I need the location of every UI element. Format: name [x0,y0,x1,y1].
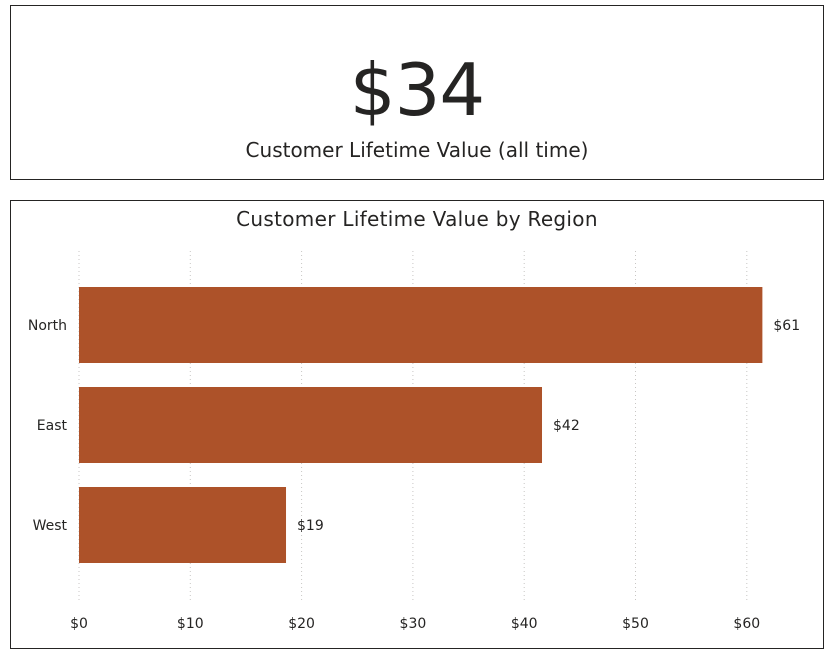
data-label: $19 [297,518,324,534]
category-label: North [28,318,67,334]
kpi-value: $34 [349,48,485,132]
bar-chart-card: Customer Lifetime Value by Region $0 $10 $… [10,200,824,649]
kpi-card: $34 Customer Lifetime Value (all time) [10,5,824,180]
x-tick-label: $30 [400,616,427,632]
chart-title: Customer Lifetime Value by Region [236,207,598,231]
x-tick-label: $10 [177,616,204,632]
x-tick-label: $60 [733,616,760,632]
x-tick-label: $20 [288,616,315,632]
x-tick-label: $50 [622,616,649,632]
data-label: $61 [773,318,800,334]
bar-chart: $0 $10 $20 $30 $40 $50 $60 North $61 East $42 West $… [28,251,800,632]
x-tick-label: $0 [70,616,88,632]
x-tick-label: $40 [511,616,538,632]
kpi-label: Customer Lifetime Value (all time) [245,138,589,162]
bar-west[interactable] [79,487,287,563]
data-label: $42 [553,418,580,434]
bar-north[interactable] [79,287,763,363]
category-label: East [37,418,68,434]
bar-east[interactable] [79,387,543,463]
category-label: West [33,518,68,534]
